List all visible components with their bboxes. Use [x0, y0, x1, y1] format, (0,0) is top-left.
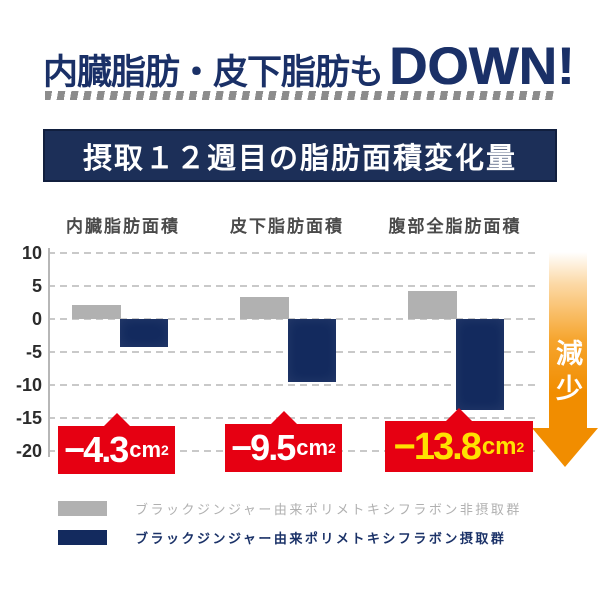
- bar-control-group: [72, 305, 121, 319]
- page-title: 内臓脂肪・皮下脂肪も DOWN!: [43, 36, 574, 96]
- title-down-text: DOWN!: [389, 37, 575, 96]
- y-tick-label--10: -10: [15, 375, 42, 395]
- chart-title-banner: 摂取１２週目の脂肪面積変化量: [43, 129, 557, 182]
- legend-item: ブラックジンジャー由来ポリメトキシフラボン非摂取群: [58, 500, 558, 517]
- gridline-10: [48, 252, 537, 254]
- bar-intake-group: [456, 319, 504, 411]
- title-japanese: 内臓脂肪・皮下脂肪も: [43, 53, 384, 92]
- bar-control-group: [240, 297, 289, 319]
- y-tick-label-0: 0: [31, 309, 42, 329]
- y-tick-label--15: -15: [15, 408, 42, 428]
- y-tick-label-5: 5: [31, 276, 42, 296]
- y-axis-line: [48, 248, 50, 457]
- callout-pointer-icon: [270, 411, 297, 424]
- decrease-label: 減少: [552, 339, 582, 409]
- arrow-down-head: [532, 428, 598, 467]
- callout-value: −4.3: [64, 429, 129, 470]
- category-label: 皮下脂肪面積: [230, 217, 344, 236]
- decrease-arrow: 減少: [530, 252, 600, 468]
- callout-unit: cm: [296, 435, 329, 460]
- legend-swatch: [58, 500, 107, 516]
- legend-label: ブラックジンジャー由来ポリメトキシフラボン非摂取群: [135, 501, 522, 517]
- legend-item: ブラックジンジャー由来ポリメトキシフラボン摂取群: [58, 529, 558, 546]
- callout-pointer-icon: [103, 413, 130, 426]
- legend-label: ブラックジンジャー由来ポリメトキシフラボン摂取群: [135, 530, 507, 546]
- callout-value: −13.8: [393, 425, 482, 468]
- callout-unit-exponent: 2: [161, 442, 169, 458]
- y-tick-label-10: 10: [21, 243, 42, 263]
- callout-unit: cm: [129, 437, 162, 462]
- callout-pointer-icon: [446, 408, 472, 421]
- bar-control-group: [408, 291, 457, 319]
- arrow-shaft: [549, 252, 587, 428]
- value-callout: −13.8 cm 2: [385, 408, 533, 472]
- bar-intake-group: [120, 319, 168, 348]
- y-tick-label--20: -20: [15, 441, 42, 461]
- hazard-stripe-divider: [45, 91, 557, 100]
- bar-intake-group: [288, 319, 336, 382]
- value-callout: −4.3 cm 2: [58, 413, 175, 474]
- callout-unit-exponent: 2: [516, 438, 525, 455]
- gridline-5: [48, 285, 537, 287]
- category-label: 腹部全脂肪面積: [388, 217, 522, 236]
- value-callout: −9.5 cm 2: [225, 411, 342, 472]
- legend-swatch: [58, 529, 107, 545]
- gridline--10: [48, 384, 537, 386]
- y-tick-label--5: -5: [25, 342, 42, 362]
- callout-unit: cm: [481, 432, 517, 460]
- callout-unit-exponent: 2: [328, 440, 336, 456]
- callout-value: −9.5: [231, 427, 296, 468]
- category-label: 内臓脂肪面積: [66, 217, 180, 236]
